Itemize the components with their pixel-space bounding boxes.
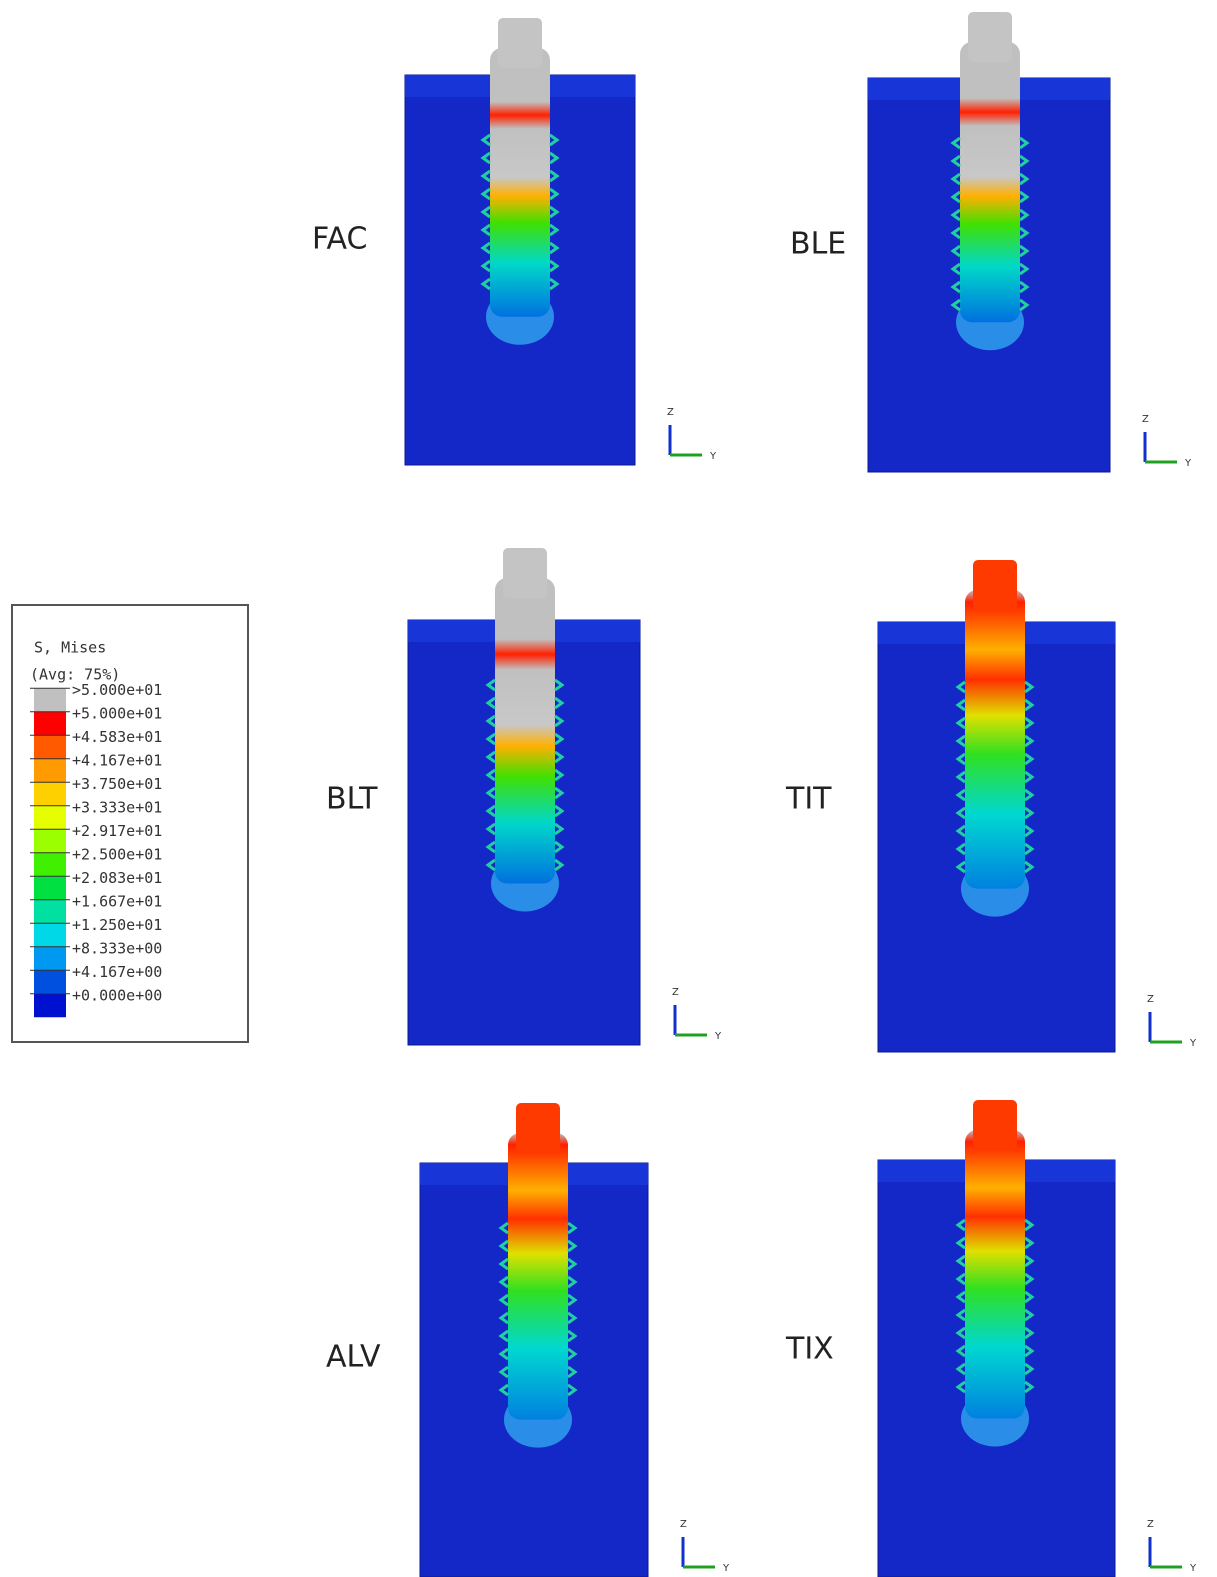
legend-swatch: [34, 782, 66, 806]
legend-label: +4.583e+01: [72, 728, 162, 746]
legend-label: +3.750e+01: [72, 775, 162, 793]
legend-label: >5.000e+01: [72, 681, 162, 699]
triad-y: Y: [1189, 1038, 1197, 1049]
legend-label: +4.167e+00: [72, 963, 162, 981]
panel: TIT Z Y: [785, 560, 1197, 1052]
implant-body: [490, 48, 550, 317]
abutment: [968, 12, 1012, 62]
legend-swatch: [34, 759, 66, 783]
legend-swatch: [34, 994, 66, 1018]
triad-y: Y: [1184, 458, 1192, 469]
panel-label: BLT: [326, 782, 378, 817]
triad-y: Y: [722, 1563, 730, 1574]
triad-z: Z: [1147, 1519, 1154, 1530]
legend-swatch: [34, 829, 66, 853]
legend-swatch: [34, 970, 66, 994]
abutment: [516, 1103, 560, 1153]
legend-label: +0.000e+00: [72, 986, 162, 1004]
implant-body: [495, 578, 555, 884]
panel: BLT Z Y: [326, 548, 722, 1045]
panel: TIX Z Y: [785, 1100, 1197, 1577]
legend-swatch: [34, 735, 66, 759]
legend-swatch: [34, 923, 66, 947]
triad-y: Y: [1189, 1563, 1197, 1574]
legend-swatch: [34, 688, 66, 712]
legend-swatch: [34, 806, 66, 830]
abutment: [973, 560, 1017, 610]
legend-label: +2.500e+01: [72, 845, 162, 863]
abutment: [503, 548, 547, 598]
legend-swatch: [34, 947, 66, 971]
panel: ALV Z Y: [326, 1103, 730, 1577]
legend-label: +4.167e+01: [72, 751, 162, 769]
legend-swatch: [34, 712, 66, 736]
triad-z: Z: [680, 1519, 687, 1530]
legend-title: S, Mises: [34, 639, 106, 657]
legend-label: +1.667e+01: [72, 892, 162, 910]
legend-label: +2.083e+01: [72, 869, 162, 887]
legend-label: +5.000e+01: [72, 704, 162, 722]
legend-label: +3.333e+01: [72, 798, 162, 816]
legend-label: +1.250e+01: [72, 916, 162, 934]
triad-z: Z: [1142, 414, 1149, 425]
legend-swatch: [34, 876, 66, 900]
legend-swatch: [34, 853, 66, 877]
triad-z: Z: [1147, 994, 1154, 1005]
panel-label: FAC: [312, 222, 367, 257]
panel: BLE Z Y: [790, 12, 1192, 472]
legend-swatch: [34, 900, 66, 924]
implant-body: [508, 1133, 568, 1420]
panel: FAC Z Y: [312, 18, 717, 465]
panel-label: TIT: [785, 782, 832, 817]
abutment: [498, 18, 542, 68]
legend-label: +8.333e+00: [72, 939, 162, 957]
triad-y: Y: [714, 1031, 722, 1042]
panel-label: BLE: [790, 227, 846, 262]
implant-body: [965, 590, 1025, 889]
panel-label: ALV: [326, 1340, 381, 1375]
implant-body: [960, 42, 1020, 322]
triad-z: Z: [667, 407, 674, 418]
legend-label: +2.917e+01: [72, 822, 162, 840]
abutment: [973, 1100, 1017, 1150]
triad-z: Z: [672, 987, 679, 998]
figure: S, Mises (Avg: 75%) >5.000e+01+5.000e+01…: [0, 0, 1217, 1577]
implant-body: [965, 1130, 1025, 1419]
panel-label: TIX: [785, 1332, 834, 1367]
triad-y: Y: [709, 451, 717, 462]
